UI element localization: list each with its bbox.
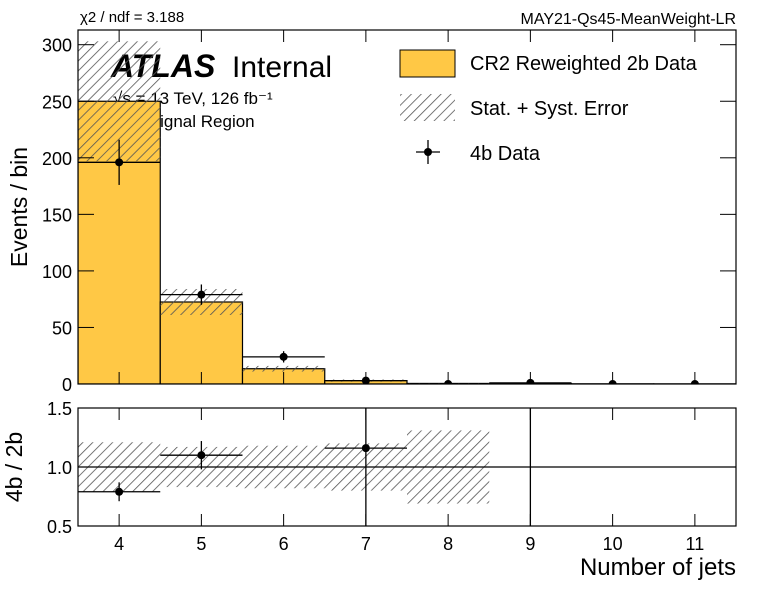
x-tick-label: 10 (603, 534, 623, 554)
x-tick-label: 7 (361, 534, 371, 554)
internal-label: Internal (232, 51, 332, 84)
y-tick-label: 50 (52, 318, 72, 338)
legend-label: 4b Data (470, 143, 541, 165)
y-tick-label: 200 (42, 149, 72, 169)
y-tick-label: 1.0 (47, 458, 72, 478)
chi2-label: χ2 / ndf = 3.188 (80, 9, 184, 26)
x-tick-label: 11 (686, 534, 705, 554)
x-tick-label: 9 (525, 534, 535, 554)
y-tick-label: 1.5 (47, 399, 72, 419)
ratio-y-axis-label: 4b / 2b (1, 432, 27, 502)
data-point (197, 290, 206, 299)
config-label: MAY21-Qs45-MeanWeight-LR (521, 11, 737, 28)
legend-label: Stat. + Syst. Error (470, 98, 629, 120)
x-tick-label: 4 (114, 534, 124, 554)
y-tick-label: 300 (42, 36, 72, 56)
legend-swatch (399, 49, 456, 78)
y-tick-label: 150 (42, 205, 72, 225)
legend-swatch (424, 148, 432, 156)
legend-swatch (400, 94, 455, 121)
data-point (526, 192, 534, 200)
y-axis-label: Events / bin (6, 147, 32, 267)
data-point (361, 444, 370, 453)
y-tick-label: 0 (62, 375, 72, 395)
error-band (242, 365, 325, 372)
data-point (115, 158, 124, 167)
y-tick-label: 100 (42, 262, 72, 282)
x-tick-label: 5 (196, 534, 206, 554)
legend-label: CR2 Reweighted 2b Data (470, 53, 698, 75)
y-tick-label: 0.5 (47, 517, 72, 537)
plot-area (78, 192, 736, 526)
x-tick-label: 6 (279, 534, 289, 554)
x-tick-label: 8 (443, 534, 453, 554)
x-axis-label: Number of jets (580, 554, 736, 581)
frame (77, 29, 737, 385)
data-point (115, 487, 124, 496)
hist-bar (159, 301, 244, 384)
y-tick-label: 250 (42, 92, 72, 112)
data-point (197, 451, 206, 460)
data-point (279, 352, 288, 361)
